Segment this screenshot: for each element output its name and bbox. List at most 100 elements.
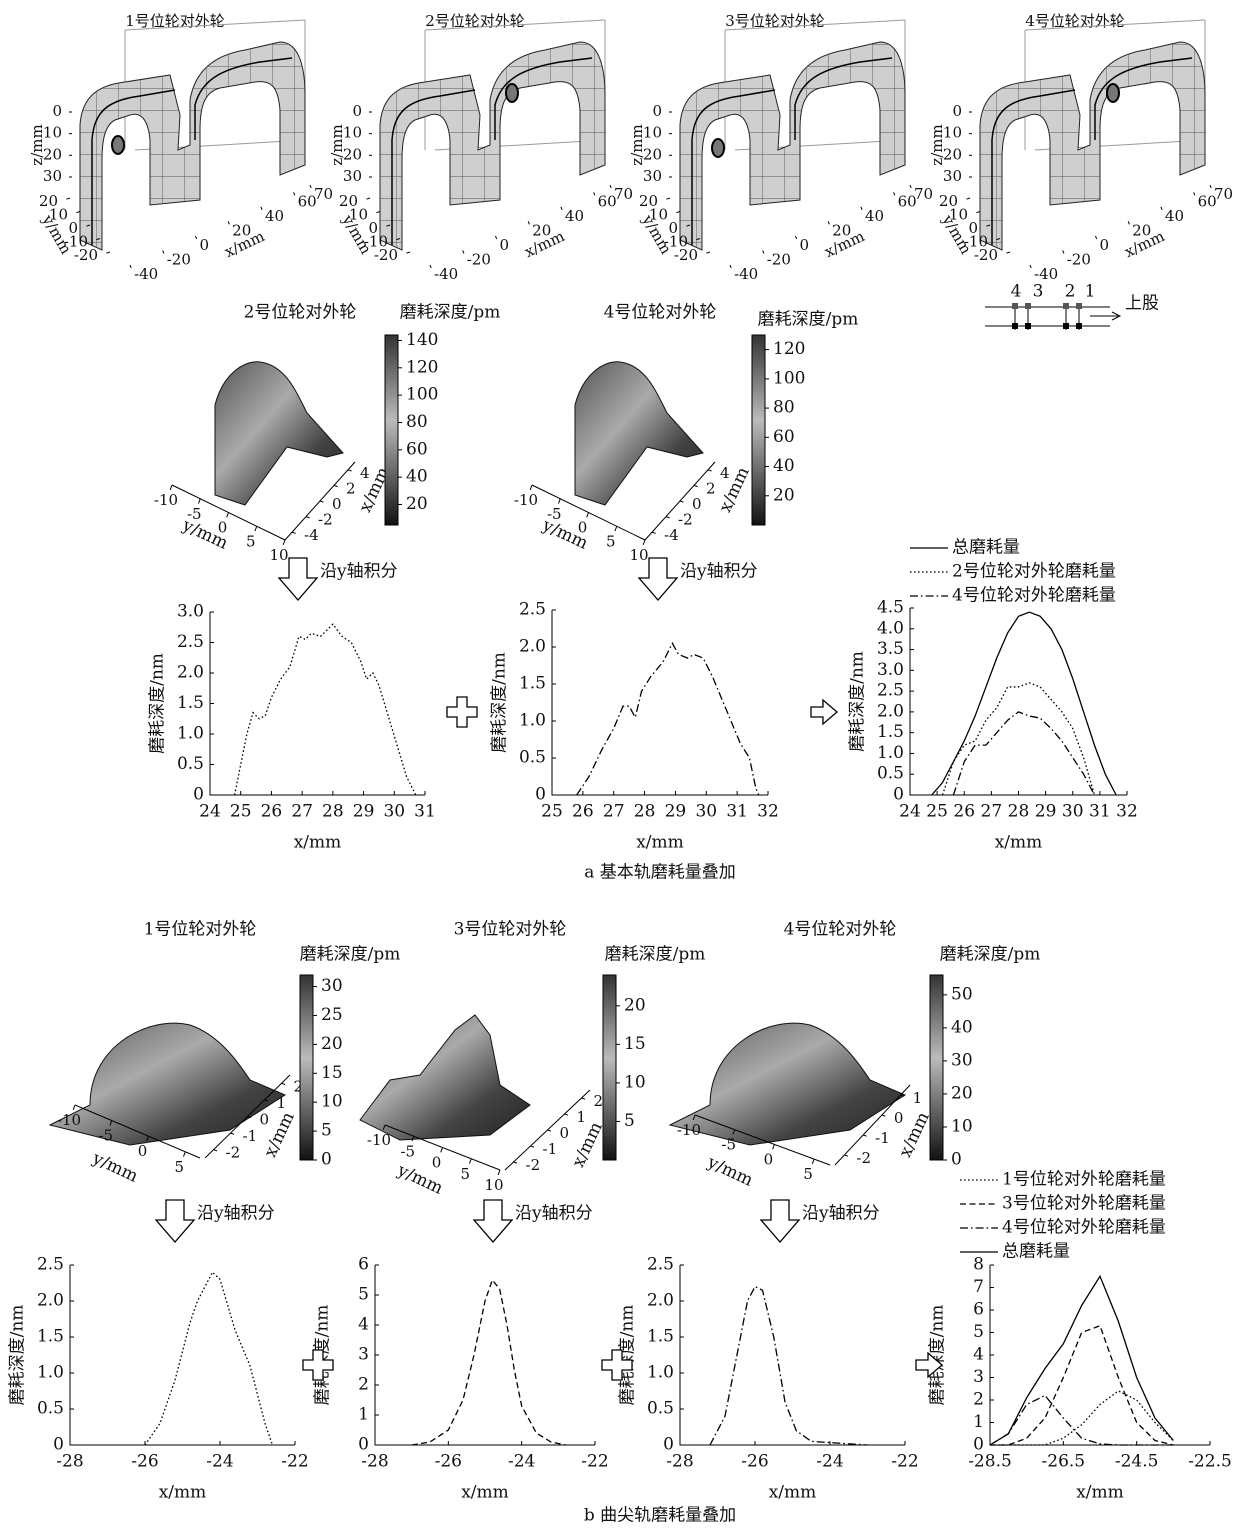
x-tick-label: 26 [261,802,283,822]
x-tick [666,517,670,518]
x-tick-label: 30 [1062,802,1084,822]
x-tick [195,236,196,239]
x-tick [430,265,431,268]
integration-note: 沿y轴积分 [320,562,398,582]
down-arrow [279,558,317,600]
x-axis-label: x/mm [294,833,342,853]
x-tick-label: 26 [572,802,594,822]
x-tick [306,517,310,518]
x-tick [1063,250,1064,253]
x-tick [694,485,698,486]
x-tick-label: -26 [131,1452,158,1472]
colorbar-tick-label: 0 [951,1150,962,1170]
x-tick-label: -22.5 [1188,1452,1232,1472]
colorbar-tick-label: 20 [951,1083,973,1103]
x-tick [1128,221,1129,224]
y-tick [66,198,70,199]
colorbar-tick-label: 15 [321,1063,343,1083]
x-tick [282,1083,286,1084]
y-tick-label: 4.0 [877,618,904,638]
x-tick-label: -24.5 [1115,1452,1159,1472]
y-tick-label: 5 [460,1165,470,1183]
x-tick [463,250,464,253]
z-axis-label: z/mm [928,124,946,165]
y-tick-label: 4.5 [877,598,904,618]
y-tick [198,499,200,504]
x-tick-label: -1 [875,1129,890,1147]
colorbar-tick-label: 0 [321,1150,332,1170]
y-tick [587,513,589,518]
x-tick [844,1155,848,1156]
track-label: 2 [1065,282,1076,302]
y-tick-label: 3.0 [177,602,204,622]
x-tick-label: 24 [899,802,921,822]
y-tick-label: 1.0 [519,711,546,731]
y-tick [170,485,172,490]
y-tick-label: 3.5 [877,639,904,659]
colorbar-tick-label: 20 [406,494,428,514]
x-tick-label: -22 [581,1452,608,1472]
y-tick-label: 10 [269,546,288,564]
axes [680,1265,905,1445]
y-axis-label: y/mm [89,1148,141,1187]
x-tick-label: 27 [981,802,1003,822]
x-tick-label: 0 [199,236,209,254]
x-tick [1161,207,1162,210]
x-tick-label: -20 [167,250,191,268]
figure: 1号位轮对外轮010203020100-10-20-40-20020406070… [0,0,1240,1530]
colorbar-tick-label: 60 [406,439,428,459]
y-tick-label: 6 [973,1300,984,1320]
x-tick-label: 70 [914,185,933,203]
y-tick-label: -20 [674,246,698,264]
colorbar-tick-label: 40 [773,456,795,476]
y-tick-label: -20 [974,246,998,264]
legend-label: 总磨耗量 [952,538,1020,558]
y-tick [76,212,80,213]
series-line [577,643,759,795]
y-tick-label: 0.5 [177,754,204,774]
colorbar-tick-label: 40 [951,1017,973,1037]
x-tick [610,185,611,188]
wear-surface [215,362,343,505]
z-axis-label: z/mm [28,124,46,165]
y-tick-label: -20 [74,246,98,264]
x-tick-label: -26 [435,1452,462,1472]
y-tick [558,499,560,504]
x-tick-label: 40 [265,207,284,225]
y-tick [469,1159,471,1164]
y-tick [666,198,670,199]
x-tick [1095,236,1096,239]
y-tick-label: 2 [358,1375,369,1395]
y-tick [441,1148,443,1153]
x-tick [882,1115,886,1116]
x-axis-label: x/mm [769,1483,817,1503]
y-tick [106,252,110,253]
x-axis-label: x/mm [1076,1483,1124,1503]
wheel [1025,303,1031,309]
x-tick [531,1146,535,1147]
y-tick-label: 0 [764,1150,774,1168]
y-tick [283,540,285,545]
x-tick-label: -28 [56,1452,83,1472]
colorbar-tick-label: 10 [951,1116,973,1136]
y-tick [812,1159,814,1164]
x-tick-label: 40 [1165,207,1184,225]
x-tick-label: 29 [665,802,687,822]
axes [552,610,768,795]
colorbar [752,335,765,525]
y-tick-label: 4 [358,1315,369,1335]
x-tick-label: 1 [913,1089,923,1107]
z-axis-label: z/mm [628,124,646,165]
x-tick-label: 27 [603,802,625,822]
panel-title: 1号位轮对外轮 [144,920,257,940]
y-tick [376,212,380,213]
colorbar-label: 磨耗深度/pm [400,303,501,323]
y-tick-label: -10 [367,1131,391,1149]
legend-label: 3号位轮对外轮磨耗量 [1002,1194,1166,1214]
y-tick-label: 1.0 [647,1363,674,1383]
x-tick-label: 0 [332,495,342,513]
wear-surface [575,362,703,505]
y-tick-label: 0.5 [647,1399,674,1419]
x-tick-label: -28.5 [968,1452,1012,1472]
colorbar-tick-label: 5 [624,1111,635,1131]
